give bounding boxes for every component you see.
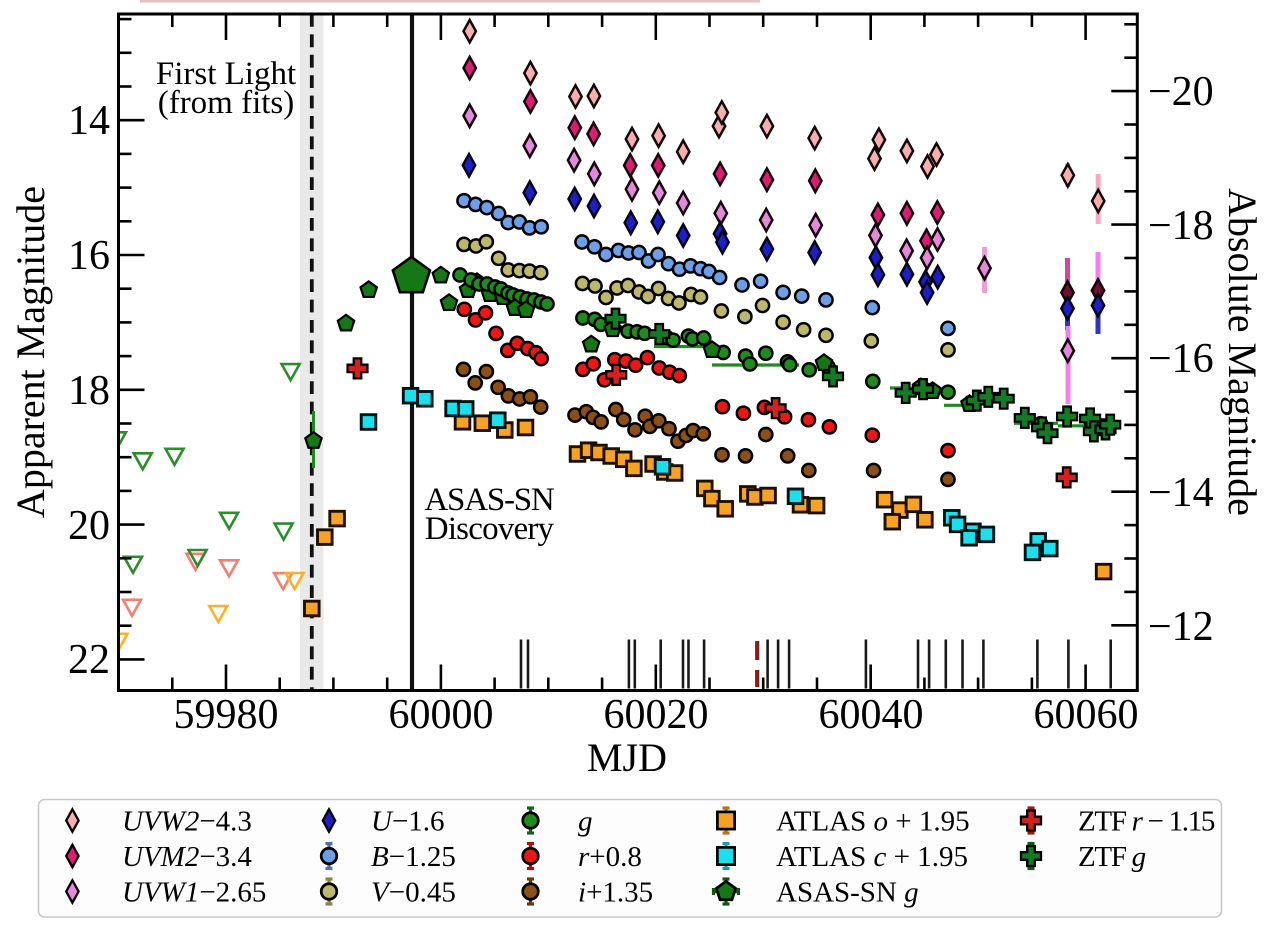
svg-text:ATLAS c + 1.95: ATLAS c + 1.95 [776, 841, 968, 873]
svg-text:ASAS-SN g: ASAS-SN g [776, 877, 919, 909]
svg-text:−20: −20 [1148, 69, 1214, 115]
svg-text:i+1.35: i+1.35 [578, 877, 653, 909]
svg-text:14: 14 [68, 98, 110, 144]
svg-text:−18: −18 [1148, 203, 1214, 249]
svg-text:r+0.8: r+0.8 [578, 841, 642, 873]
svg-text:60020: 60020 [604, 692, 709, 738]
svg-text:Discovery: Discovery [425, 511, 555, 547]
svg-text:g: g [578, 806, 593, 838]
svg-text:22: 22 [68, 637, 110, 683]
svg-text:B−1.25: B−1.25 [371, 841, 456, 873]
svg-text:UVW1−2.65: UVW1−2.65 [122, 877, 266, 909]
svg-text:−16: −16 [1148, 336, 1214, 382]
svg-text:Apparent Magnitude: Apparent Magnitude [8, 186, 53, 518]
svg-text:U−1.6: U−1.6 [371, 806, 445, 838]
svg-text:First Light: First Light [156, 56, 296, 92]
svg-text:20: 20 [68, 503, 110, 549]
svg-text:UVW2−4.3: UVW2−4.3 [122, 806, 252, 838]
svg-text:UVM2−3.4: UVM2−3.4 [122, 841, 252, 873]
svg-text:V−0.45: V−0.45 [371, 877, 456, 909]
svg-text:ZTF r − 1.15: ZTF r − 1.15 [1078, 806, 1215, 838]
svg-text:ATLAS o + 1.95: ATLAS o + 1.95 [776, 806, 970, 838]
svg-text:−12: −12 [1148, 604, 1214, 650]
svg-text:60040: 60040 [819, 692, 924, 738]
svg-text:MJD: MJD [587, 735, 667, 780]
svg-text:60060: 60060 [1034, 692, 1139, 738]
svg-text:ASAS-SN: ASAS-SN [424, 482, 555, 518]
svg-text:60000: 60000 [389, 692, 494, 738]
svg-text:59980: 59980 [174, 692, 279, 738]
svg-text:Absolute Magnitude: Absolute Magnitude [1220, 188, 1265, 516]
svg-text:(from fits): (from fits) [158, 85, 295, 121]
svg-text:ZTF g: ZTF g [1078, 841, 1146, 873]
svg-text:16: 16 [68, 233, 110, 279]
svg-text:18: 18 [68, 368, 110, 414]
svg-text:−14: −14 [1148, 470, 1214, 516]
